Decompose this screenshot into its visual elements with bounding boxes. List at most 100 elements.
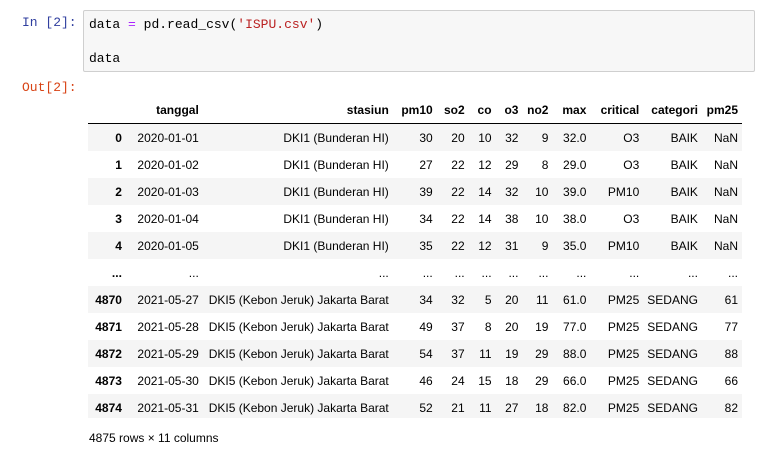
table-cell: 2021-05-28 xyxy=(137,319,199,334)
table-cell: 22 xyxy=(451,184,465,199)
column-header: pm25 xyxy=(701,86,742,124)
column-header: stasiun xyxy=(202,86,393,124)
table-cell: 19 xyxy=(505,346,519,361)
table-cell: 24 xyxy=(451,373,465,388)
table-cell: BAIK xyxy=(670,157,698,172)
table-cell: 34 xyxy=(419,292,433,307)
column-header: tanggal xyxy=(125,86,203,124)
table-cell: PM25 xyxy=(607,400,640,415)
table-row: 1 2020-01-02 DKI1 (Bunderan HI) 27 22 12 29 8 29… xyxy=(88,151,742,178)
table-cell: 82.0 xyxy=(563,400,587,415)
table-cell: 11 xyxy=(479,400,492,415)
column-header: o3 xyxy=(495,86,523,124)
table-cell: 39.0 xyxy=(563,184,587,199)
table-cell: 9 xyxy=(541,130,549,145)
table-cell: 29 xyxy=(505,157,519,172)
table-row: 4873 2021-05-30 DKI5 (Kebon Jeruk) Jakarta… xyxy=(88,367,742,394)
table-cell: ... xyxy=(481,265,492,280)
table-cell: 61 xyxy=(724,292,738,307)
row-index: 4871 xyxy=(95,319,122,334)
table-cell: 5 xyxy=(484,292,492,307)
table-cell: DKI5 (Kebon Jeruk) Jakarta Barat xyxy=(208,373,389,388)
table-cell: 77.0 xyxy=(563,319,587,334)
table-cell: 10 xyxy=(535,184,549,199)
table-cell: 8 xyxy=(541,157,549,172)
dataframe-table: tanggal stasiun pm10 so2 co o3 no2 max critical c… xyxy=(88,86,742,418)
table-cell: BAIK xyxy=(670,130,698,145)
row-index: 4 xyxy=(115,238,122,253)
table-cell: 32 xyxy=(451,292,465,307)
code-input-cell[interactable]: data = pd.read_csv('ISPU.csv') data xyxy=(83,10,755,72)
table-cell: 2020-01-05 xyxy=(137,238,199,253)
input-prompt: In [2]: xyxy=(22,15,77,30)
table-cell: DKI1 (Bunderan HI) xyxy=(283,211,389,226)
table-cell: SEDANG xyxy=(647,400,698,415)
table-cell: 2021-05-31 xyxy=(137,400,199,415)
row-index: 3 xyxy=(115,211,122,226)
table-cell: 32.0 xyxy=(563,130,587,145)
table-cell: 19 xyxy=(535,319,549,334)
code-call: pd.read_csv( xyxy=(143,17,238,32)
table-row: 0 2020-01-01 DKI1 (Bunderan HI) 30 20 10 32 9 32… xyxy=(88,123,742,151)
table-cell: ... xyxy=(508,265,519,280)
table-cell: 2021-05-30 xyxy=(137,373,199,388)
code-string: 'ISPU.csv' xyxy=(237,17,316,32)
table-cell: BAIK xyxy=(670,184,698,199)
table-cell: 27 xyxy=(505,400,519,415)
table-row: 4874 2021-05-31 DKI5 (Kebon Jeruk) Jakarta… xyxy=(88,394,742,418)
code-variable: data xyxy=(89,17,121,32)
column-header: no2 xyxy=(522,86,553,124)
table-cell: ... xyxy=(538,265,549,280)
column-header: co xyxy=(468,86,496,124)
table-cell: 18 xyxy=(505,373,519,388)
table-cell: SEDANG xyxy=(647,373,698,388)
table-cell: NaN xyxy=(713,238,738,253)
table-row: 4 2020-01-05 DKI1 (Bunderan HI) 35 22 12 31 9 35… xyxy=(88,232,742,259)
row-index: 4872 xyxy=(95,346,122,361)
table-cell: 38.0 xyxy=(563,211,587,226)
table-cell: 52 xyxy=(419,400,433,415)
table-cell: DKI1 (Bunderan HI) xyxy=(283,184,389,199)
table-row: 2 2020-01-03 DKI1 (Bunderan HI) 39 22 14 32 10 3… xyxy=(88,178,742,205)
table-cell: 77 xyxy=(724,319,738,334)
table-cell: 35.0 xyxy=(563,238,587,253)
table-cell: ... xyxy=(378,265,389,280)
table-cell: SEDANG xyxy=(647,319,698,334)
table-cell: 2020-01-03 xyxy=(137,184,199,199)
table-cell: SEDANG xyxy=(647,292,698,307)
table-cell: 2021-05-27 xyxy=(137,292,199,307)
code-line: data = pd.read_csv('ISPU.csv') xyxy=(89,17,323,32)
table-cell: ... xyxy=(687,265,698,280)
code-line: data xyxy=(89,51,121,66)
table-cell: ... xyxy=(727,265,738,280)
table-cell: PM25 xyxy=(607,373,640,388)
row-index: 0 xyxy=(115,130,122,145)
table-cell: BAIK xyxy=(670,211,698,226)
table-cell: 32 xyxy=(505,130,519,145)
table-cell: 29 xyxy=(535,373,549,388)
table-cell: 12 xyxy=(478,157,492,172)
row-index: 4873 xyxy=(95,373,122,388)
table-cell: PM25 xyxy=(607,292,640,307)
table-cell: 21 xyxy=(451,400,465,415)
table-cell: ... xyxy=(188,265,199,280)
table-cell: NaN xyxy=(713,211,738,226)
table-cell: PM10 xyxy=(607,238,640,253)
table-cell: O3 xyxy=(623,130,640,145)
code-operator: = xyxy=(128,17,136,32)
dataframe-output: tanggal stasiun pm10 so2 co o3 no2 max critical c… xyxy=(88,86,742,418)
table-row: 4870 2021-05-27 DKI5 (Kebon Jeruk) Jakarta… xyxy=(88,286,742,313)
table-cell: 2021-05-29 xyxy=(137,346,199,361)
table-cell: 37 xyxy=(451,319,465,334)
row-index: 4870 xyxy=(95,292,122,307)
table-cell: 29.0 xyxy=(563,157,587,172)
table-cell: 34 xyxy=(419,211,433,226)
table-cell: DKI1 (Bunderan HI) xyxy=(283,238,389,253)
table-cell: 88.0 xyxy=(563,346,587,361)
table-cell: PM25 xyxy=(607,319,640,334)
table-cell: 66 xyxy=(724,373,738,388)
table-cell: 54 xyxy=(419,346,433,361)
table-cell: DKI5 (Kebon Jeruk) Jakarta Barat xyxy=(208,346,389,361)
table-row: 4872 2021-05-29 DKI5 (Kebon Jeruk) Jakarta… xyxy=(88,340,742,367)
table-cell: 82 xyxy=(724,400,738,415)
